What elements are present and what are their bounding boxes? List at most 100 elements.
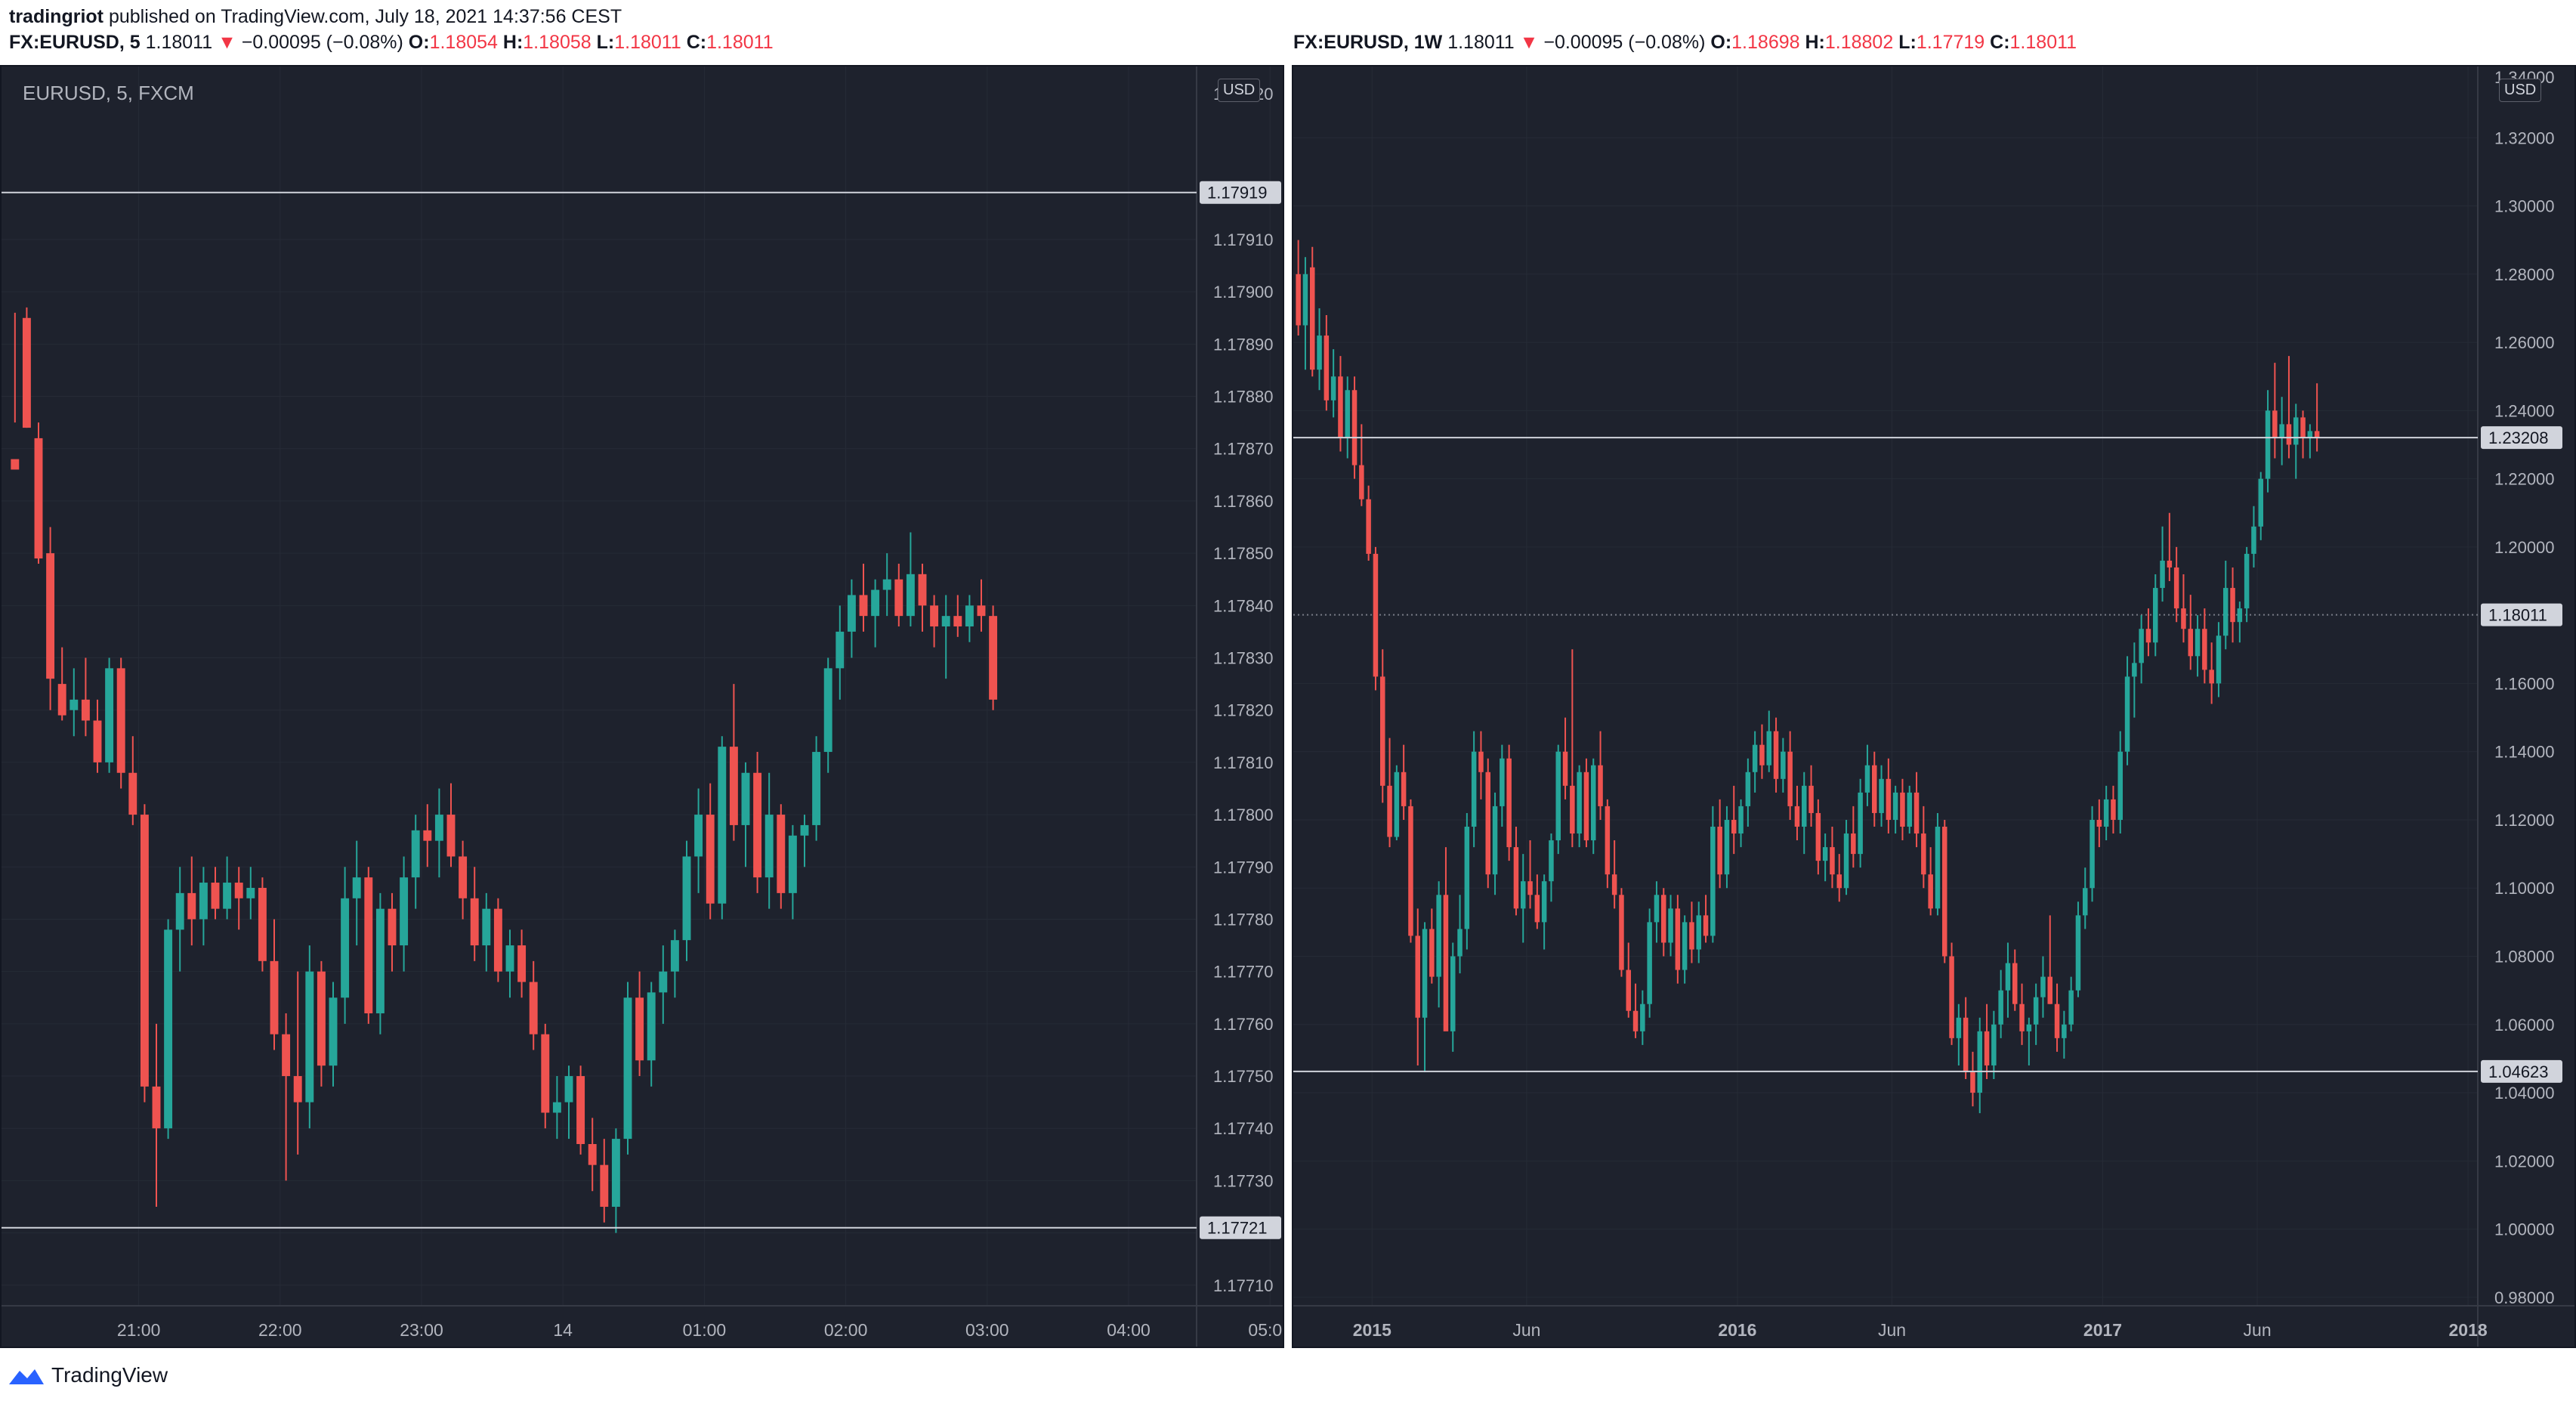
left-price-tick-label: 1.17850 [1213, 544, 1274, 563]
right-candle-body [1324, 336, 1330, 400]
left-price-tick-label: 1.17910 [1213, 230, 1274, 249]
right-candle-body [1801, 785, 1807, 827]
left-candle-body [46, 553, 55, 679]
left-price-tick-label: 1.17760 [1213, 1015, 1274, 1034]
right-candle-body [1373, 553, 1379, 677]
left-candle-body [400, 877, 409, 946]
left-candle-body [871, 589, 880, 617]
left-chart-svg[interactable]: 1.17910 1.17900 1.17890 1.17880 1.17870 1.178… [2, 66, 1283, 1347]
right-candle-body [1549, 840, 1554, 882]
left-time-tick-label: 02:00 [824, 1320, 868, 1340]
right-candle-body [1907, 792, 1913, 827]
right-candle-body [1338, 376, 1343, 438]
right-candle-body [2152, 588, 2158, 643]
right-candle-body [1359, 465, 1364, 499]
right-candle-body [1345, 390, 1351, 438]
left-currency-badge[interactable]: USD [1218, 79, 1261, 102]
left-high: 1.18058 [523, 32, 591, 53]
left-candle-body [293, 1076, 302, 1102]
left-chart-legend: EURUSD, 5, FXCM [23, 82, 194, 104]
left-candle-body [800, 824, 809, 836]
left-candle-body [529, 982, 538, 1034]
tradingview-brand[interactable]: TradingView [51, 1363, 168, 1387]
right-price-tick-label: 1.20000 [2494, 538, 2555, 557]
left-price-tick-label: 1.17880 [1213, 388, 1274, 407]
left-open: 1.18054 [429, 32, 498, 53]
right-candle-body [1500, 758, 1505, 806]
left-price-tick-label: 1.17710 [1213, 1276, 1274, 1295]
right-candle-body [1317, 336, 1322, 370]
right-candle-body [1956, 1017, 1962, 1038]
right-candle-body [1464, 827, 1470, 929]
right-candle-body [1598, 765, 1603, 806]
right-price-tick-label: 1.12000 [2494, 811, 2555, 830]
right-time-tick-label: Jun [1512, 1320, 1540, 1340]
right-candle-body [1858, 792, 1863, 855]
right-price-tick-label: 1.22000 [2494, 470, 2555, 489]
right-candle-body [1619, 895, 1624, 970]
left-time-tick-label: 01:00 [683, 1320, 727, 1340]
right-candle-body [1492, 806, 1498, 875]
left-candle-body [670, 940, 679, 972]
left-candle-body [434, 815, 443, 841]
left-symbol[interactable]: FX:EURUSD, 5 [9, 32, 141, 53]
right-chart-svg[interactable]: 1.32000 1.30000 1.28000 1.26000 1.24000 1.220… [1293, 66, 2574, 1347]
right-candle-body [1626, 970, 1632, 1011]
left-candle-body [470, 898, 479, 946]
right-candle-body [2054, 1004, 2060, 1038]
publish-date: published on TradingView.com, July 18, 2… [108, 6, 622, 27]
right-candle-body [2082, 888, 2088, 916]
author-name[interactable]: tradingriot [9, 6, 103, 27]
left-candle-body [234, 883, 243, 898]
left-candle-body [941, 616, 950, 626]
left-low: 1.18011 [614, 32, 681, 53]
left-candle-body [329, 997, 338, 1066]
left-price-tick-label: 1.17770 [1213, 963, 1274, 982]
right-price-tick-label: 1.00000 [2494, 1220, 2555, 1239]
right-candle-body [1387, 785, 1392, 837]
left-candle-body [741, 772, 750, 825]
left-candle-body [764, 815, 774, 878]
right-price-tick-label: 1.08000 [2494, 948, 2555, 966]
left-price-tick-label: 1.17840 [1213, 596, 1274, 615]
right-candle-body [1450, 956, 1456, 1031]
right-symbol[interactable]: FX:EURUSD, 1W [1293, 32, 1443, 53]
left-level-price-label: 1.17919 [1200, 181, 1281, 204]
right-candle-body [1660, 895, 1666, 943]
right-change: −0.00095 (−0.08%) [1543, 32, 1706, 53]
left-candle-body [953, 616, 962, 626]
left-candle-body [246, 887, 255, 898]
svg-text:1.18011: 1.18011 [2488, 606, 2547, 625]
left-open-label: O: [408, 32, 430, 53]
right-candle-body [2216, 636, 2222, 684]
right-high-label: H: [1805, 32, 1825, 53]
left-chart-pane[interactable]: 1.17910 1.17900 1.17890 1.17880 1.17870 1.178… [0, 65, 1284, 1348]
right-candle-body [1724, 819, 1730, 875]
right-candle-body [1977, 1031, 1983, 1093]
left-time-tick-label: 22:00 [258, 1320, 302, 1340]
right-candle-body [2132, 663, 2137, 677]
left-candle-body [847, 595, 856, 632]
right-candle-body [1822, 847, 1828, 861]
left-candle-body [116, 668, 125, 773]
left-candle-body [576, 1076, 585, 1144]
left-candle-body [882, 579, 891, 590]
left-candle-body [505, 945, 514, 972]
left-candle-body [611, 1139, 620, 1208]
right-candle-body [1555, 751, 1561, 841]
right-price-tick-label: 1.26000 [2494, 333, 2555, 352]
left-candle-body [93, 720, 102, 762]
right-time-tick-label: Jun [1878, 1320, 1906, 1340]
left-candle-body [823, 668, 832, 753]
left-candle-body [706, 815, 715, 904]
right-currency-badge[interactable]: USD [2499, 79, 2542, 102]
right-chart-pane[interactable]: 1.32000 1.30000 1.28000 1.26000 1.24000 1.220… [1292, 65, 2576, 1348]
right-candle-body [1513, 847, 1519, 909]
right-candle-body [1766, 731, 1772, 765]
left-time-tick-label: 21:00 [117, 1320, 161, 1340]
right-close: 1.18011 [2009, 32, 2077, 53]
left-candle-body [588, 1143, 597, 1165]
svg-text:1.23208: 1.23208 [2488, 428, 2549, 447]
left-candle-body [836, 631, 845, 669]
right-candle-body [1668, 908, 1673, 943]
